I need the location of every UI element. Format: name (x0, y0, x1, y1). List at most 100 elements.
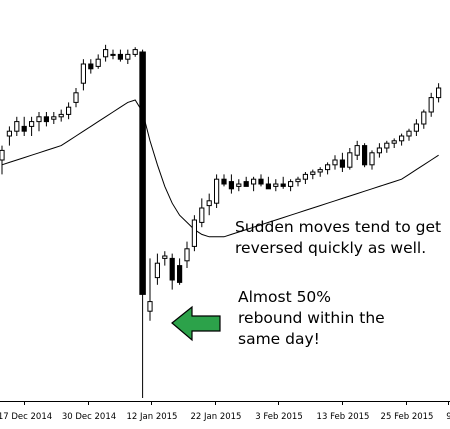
candle-body-up (354, 145, 360, 156)
candle-body-up (73, 92, 79, 103)
candle-body-up (132, 49, 138, 55)
candle-body-up (288, 181, 294, 187)
left-arrow-icon (171, 305, 221, 342)
candle-body-up (51, 116, 57, 120)
candle (58, 109, 64, 122)
candle (265, 176, 271, 190)
candle-body-up (332, 159, 338, 166)
candle (36, 112, 42, 132)
candle-body-down (21, 125, 27, 132)
candle-body-up (436, 87, 442, 99)
candle (110, 49, 116, 60)
candle (436, 83, 442, 103)
candle (376, 143, 382, 158)
candle-body-up (191, 219, 198, 247)
annotation-rebound: Almost 50% rebound within the same day! (238, 287, 385, 350)
candle-body-up (421, 111, 427, 125)
candle (184, 241, 190, 268)
candle-body-up (80, 63, 87, 84)
annotation-line: Sudden moves tend to get (235, 218, 442, 236)
candle (428, 92, 434, 117)
candle-body-up (103, 49, 109, 58)
candle-body-down (265, 183, 271, 190)
candle-body-up (391, 140, 397, 144)
candle (21, 116, 27, 136)
candle (339, 152, 345, 172)
candle-body-down (362, 145, 368, 166)
candle (273, 179, 279, 192)
candle (80, 59, 87, 91)
candle-body-up (0, 149, 5, 161)
candle-body-up (399, 135, 405, 142)
x-tick-label: 30 Dec 2014 (62, 412, 116, 422)
candle-body-down (280, 183, 286, 187)
candle-body-up (58, 113, 64, 118)
x-tick-label: 13 Feb 2015 (317, 412, 370, 422)
candle (214, 174, 220, 208)
candle-body-up (317, 169, 323, 173)
candle (199, 198, 205, 228)
candle-body-up (384, 142, 390, 149)
candle-body-up (302, 173, 308, 180)
candle (43, 112, 49, 127)
annotation-line: Almost 50% (238, 288, 332, 306)
moving-average-line (1, 99, 439, 238)
candle (147, 258, 153, 321)
candle (132, 47, 138, 57)
candle (295, 176, 301, 187)
candle-body-up (236, 183, 242, 187)
candle (258, 174, 264, 187)
candle-body-up (413, 123, 419, 132)
candle (317, 167, 323, 177)
candle-body-down (43, 116, 49, 123)
candle (51, 112, 57, 124)
candle-body-up (376, 147, 382, 154)
x-tick-label: 25 Feb 2015 (381, 412, 434, 422)
candle (332, 155, 338, 170)
candle (73, 88, 79, 108)
candle-body-up (325, 164, 331, 171)
candle (413, 119, 419, 136)
candle (221, 174, 227, 187)
annotation-line: reversed quickly as well. (235, 239, 427, 257)
candle (177, 258, 183, 285)
annotation-line: rebound within the (238, 309, 385, 327)
candle-body-up (162, 255, 168, 259)
candle (354, 140, 360, 160)
candle-body-up (66, 106, 72, 115)
candle (236, 179, 242, 192)
candle-body-up (206, 200, 212, 207)
candle-body-down (258, 178, 264, 185)
candle-body-down (228, 181, 235, 190)
candle (251, 176, 257, 192)
candle (125, 49, 131, 64)
candle-body-down (339, 159, 345, 168)
candle-body-up (184, 248, 190, 262)
candle-body-up (6, 130, 12, 137)
arrow-layer (171, 305, 221, 342)
x-tick-label: 22 Jan 2015 (191, 412, 242, 422)
candle (347, 148, 353, 170)
candle (139, 49, 146, 398)
candle (310, 169, 316, 180)
annotation-line: same day! (238, 330, 320, 348)
candle (399, 133, 405, 146)
candle-body-up (428, 97, 434, 113)
candle-body-up (125, 53, 131, 60)
candle (206, 193, 212, 216)
candles-layer (0, 44, 442, 398)
candle (6, 126, 12, 146)
candle (14, 116, 20, 136)
candle (228, 174, 235, 194)
candle (66, 102, 72, 120)
candle-body-up (14, 121, 20, 132)
candle-body-up (214, 178, 220, 204)
candle (29, 116, 35, 136)
candle (154, 253, 161, 285)
candle (103, 44, 109, 62)
candle-body-up (29, 121, 35, 127)
candle-body-down (88, 63, 94, 70)
candle (325, 162, 331, 175)
